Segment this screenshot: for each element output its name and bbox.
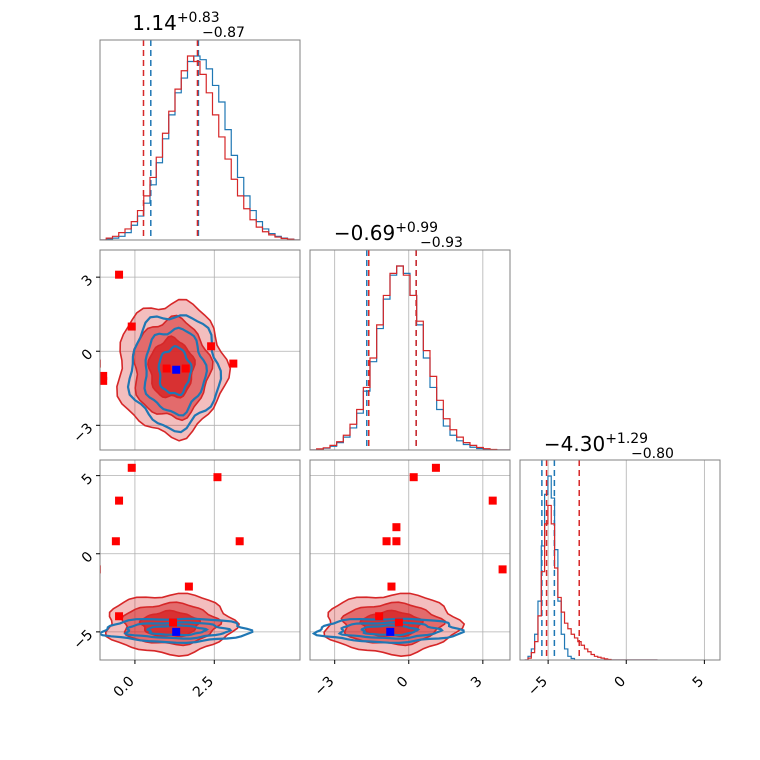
marker-series-1 [387,582,396,591]
x-tick-label: 0 [611,674,629,692]
marker-series-1 [431,463,440,472]
title-param-0-median: 1.14 [132,11,177,35]
marker-series-1 [382,537,391,546]
axes-frame [309,249,511,451]
marker-series-1 [213,473,222,482]
marker-series-1 [111,537,120,546]
x-tick-label: −5 [525,674,551,700]
x-tick-label: 0.0 [111,674,138,701]
y-tick-label: 0 [79,346,97,364]
title-param-0-plus: +0.83 [177,10,220,26]
marker-series-1 [127,322,136,331]
histogram-series-0 [100,55,300,240]
contour-line-level-0 [100,617,254,645]
marker-series-1 [100,376,108,385]
marker-series-1 [100,371,108,380]
title-param-2: −4.30+1.29 [544,431,648,456]
panel-2-1: −3 0 3 [309,459,511,700]
y-tick-label: 0 [79,549,97,567]
title-param-0: 1.14+0.83 [132,10,219,35]
axes-frame [309,459,511,661]
x-tick-label: 5 [690,674,708,692]
marker-series-1 [169,618,178,627]
marker-series-1 [181,364,190,373]
marker-series-0 [172,627,181,636]
title-param-2-median: −4.30 [544,432,605,456]
title-param-1-lower: −0.93 [420,235,463,251]
title-param-1: −0.69+0.99 [334,220,438,245]
panel-1-1 [309,249,511,451]
marker-series-1 [392,523,401,532]
marker-series-1 [184,582,193,591]
title-param-2-lower: −0.80 [631,446,674,462]
title-param-2-plus: +1.29 [605,431,648,447]
contour-line-level-0 [126,314,223,434]
marker-series-0 [172,365,181,374]
title-param-0-lower: −0.87 [202,25,245,41]
marker-series-1 [488,496,497,505]
panel-1-0: −3 0 3 [58,249,301,451]
marker-series-1 [127,463,136,472]
histogram-series-1 [524,504,658,660]
axes-frame [519,459,721,661]
x-tick-label: 0 [394,674,412,692]
marker-series-1 [394,618,403,627]
marker-series-1 [162,364,171,373]
marker-series-1 [229,359,238,368]
contour-line-level-1 [123,621,233,640]
axes-frame [99,459,301,661]
marker-series-1 [115,270,124,279]
contour-line-level-0 [311,617,465,645]
y-tick-label: −3 [70,420,96,446]
y-tick-label: 3 [79,272,97,290]
marker-series-1 [498,565,507,574]
contour-line-level-2 [157,344,193,397]
contour-line-level-1 [143,326,209,417]
marker-series-1 [83,523,91,531]
panel-2-2: −5 0 5 [519,459,721,700]
histogram-series-1 [100,55,300,240]
contour-line-level-2 [145,624,209,637]
marker-series-1 [409,473,418,482]
marker-series-1 [115,612,124,621]
marker-series-1 [58,258,66,266]
y-tick-label: 5 [79,471,97,489]
marker-series-1 [375,612,384,621]
marker-series-1 [207,342,216,351]
y-tick-label: −5 [70,627,96,653]
histogram-series-1 [310,265,510,450]
marker-series-1 [235,537,244,546]
x-tick-label: 3 [468,674,486,692]
axes-frame [99,39,301,241]
contour-line-level-1 [337,621,444,640]
panel-0-0 [99,39,301,241]
axes-frame [99,249,301,451]
contour-line-level-2 [360,624,421,637]
x-tick-label: −3 [312,674,338,700]
title-param-1-plus: +0.99 [395,220,438,236]
x-tick-label: 2.5 [190,674,217,701]
title-param-1-median: −0.69 [334,221,395,245]
marker-series-0 [386,627,395,636]
marker-series-1 [392,537,401,546]
marker-series-1 [115,496,124,505]
panel-2-0: 0.0 2.5 −5 0 5 [70,459,301,701]
